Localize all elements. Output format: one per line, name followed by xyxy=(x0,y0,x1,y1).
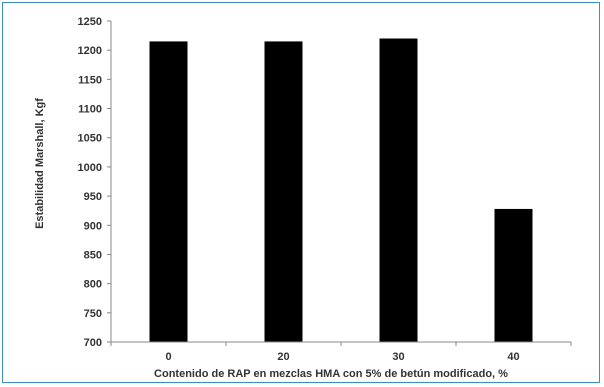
x-axis-ticks: 0 20 30 40 xyxy=(110,342,572,363)
y-tick-label: 700 xyxy=(84,337,102,349)
bar-chart: 700 750 800 850 900 950 1000 1050 1100 1150 1200 12… xyxy=(34,16,572,380)
bar-0 xyxy=(149,41,188,342)
y-tick-label: 800 xyxy=(84,279,102,291)
y-tick-label: 1000 xyxy=(78,162,102,174)
y-axis-ticks: 700 750 800 850 900 950 1000 1050 1100 1150 1200 12… xyxy=(78,16,111,349)
x-tick-label-0: 0 xyxy=(165,351,171,363)
y-tick-label: 1100 xyxy=(78,104,102,116)
y-axis-title: Estabilidad Marshall, Kgf xyxy=(34,98,46,229)
bar-30 xyxy=(379,38,418,342)
y-tick-label: 1200 xyxy=(78,45,102,57)
chart-figure: 700 750 800 850 900 950 1000 1050 1100 1150 1200 12… xyxy=(2,2,600,383)
x-tick-label-20: 20 xyxy=(277,351,289,363)
y-tick-label: 850 xyxy=(84,249,102,261)
y-tick-label: 950 xyxy=(84,191,102,203)
y-tick-label: 900 xyxy=(84,220,102,232)
x-tick-label-30: 30 xyxy=(392,351,404,363)
bars-group xyxy=(149,38,533,342)
y-tick-label: 1250 xyxy=(78,16,102,28)
y-tick-label: 750 xyxy=(84,308,102,320)
y-tick-label: 1050 xyxy=(78,133,102,145)
y-tick-label: 1150 xyxy=(78,74,102,86)
x-axis-title: Contenido de RAP en mezclas HMA con 5% d… xyxy=(154,368,508,380)
bar-40 xyxy=(494,208,533,342)
bar-20 xyxy=(264,41,303,342)
x-tick-label-40: 40 xyxy=(507,351,519,363)
